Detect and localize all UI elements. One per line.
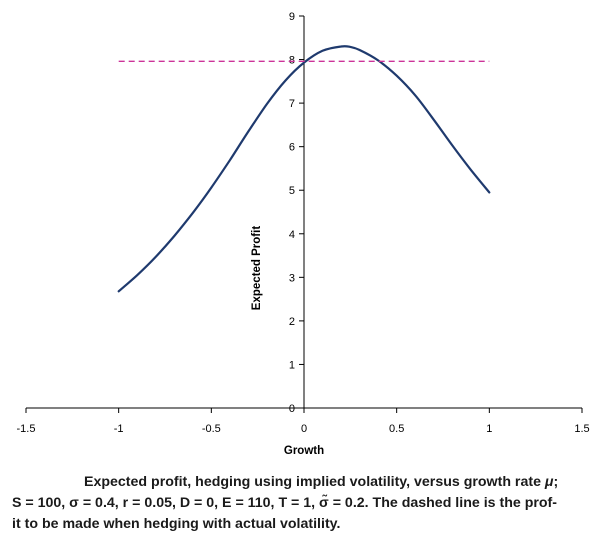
expected-profit-curve xyxy=(117,45,491,293)
caption-line-1-end: ; xyxy=(553,474,559,490)
y-tick-label: 0 xyxy=(289,403,295,415)
x-tick-label: 1.5 xyxy=(574,423,589,435)
caption-line-1-text: Expected profit, hedging using implied v… xyxy=(84,474,545,490)
caption-line-3: it to be made when hedging with actual v… xyxy=(12,516,341,532)
y-tick-label: 7 xyxy=(289,98,295,110)
y-tick-label: 3 xyxy=(289,272,295,284)
y-tick-label: 8 xyxy=(289,55,295,67)
y-tick-label: 5 xyxy=(289,185,295,197)
y-axis-title: Expected Profit xyxy=(251,226,263,311)
x-tick-label: -1.5 xyxy=(17,423,36,435)
y-tick-label: 2 xyxy=(289,316,295,328)
chart: -1.5 -1 -0.5 0 0.5 1 1.5 0 1 2 3 4 5 6 7 8 9 Growth Exp… xyxy=(17,11,590,457)
x-axis-title: Growth xyxy=(284,445,324,457)
caption-line-1: Expected profit, hedging using implied v… xyxy=(12,472,590,493)
caption-line-2: S = 100, σ = 0.4, r = 0.05, D = 0, E = 1… xyxy=(12,495,557,511)
y-tick-label: 9 xyxy=(289,11,295,23)
y-tick-label: 4 xyxy=(289,229,295,241)
caption-mu-symbol: μ xyxy=(544,474,554,490)
x-tick-label: -0.5 xyxy=(202,423,221,435)
y-tick-label: 6 xyxy=(289,142,295,154)
x-tick-label: -1 xyxy=(114,423,124,435)
series-layer xyxy=(117,45,491,293)
y-tick-label: 1 xyxy=(289,359,295,371)
x-axis: -1.5 -1 -0.5 0 0.5 1 1.5 xyxy=(17,407,590,435)
figure-caption: Expected profit, hedging using implied v… xyxy=(12,472,590,535)
y-axis: 0 1 2 3 4 5 6 7 8 9 xyxy=(289,11,305,415)
x-tick-label: 0.5 xyxy=(389,423,404,435)
x-tick-label: 1 xyxy=(486,423,492,435)
x-tick-label: 0 xyxy=(301,423,307,435)
